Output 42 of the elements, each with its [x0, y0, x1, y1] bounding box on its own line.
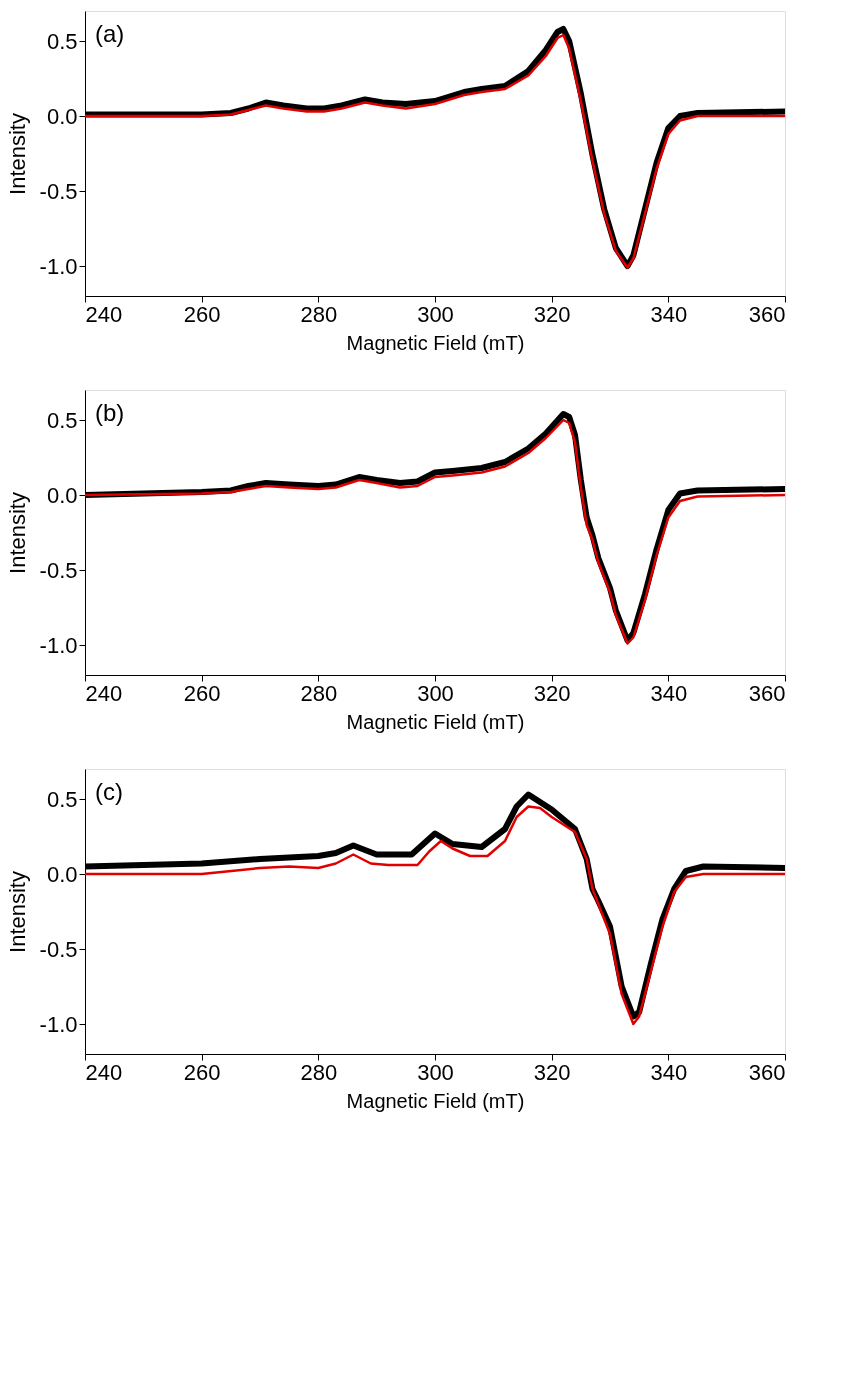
- y-tick-label: -1.0: [39, 1011, 78, 1037]
- x-tick-label: 360: [748, 680, 786, 706]
- y-tick-label: -0.5: [39, 936, 78, 962]
- y-tick-label: 0.5: [46, 407, 78, 433]
- x-tick-label: 300: [417, 680, 454, 706]
- x-tick-label: 260: [183, 301, 221, 327]
- x-tick-label: 280: [300, 680, 338, 706]
- x-tick-label: 320: [533, 680, 571, 706]
- x-axis-title: Magnetic Field (mT): [346, 1089, 525, 1112]
- x-tick-label: 240: [85, 301, 123, 327]
- y-tick-label: -1.0: [39, 253, 78, 279]
- x-tick-label: 340: [650, 301, 688, 327]
- annotation: (b): [95, 399, 125, 426]
- x-tick-label: 240: [85, 1059, 123, 1085]
- y-tick-label: -0.5: [39, 178, 78, 204]
- x-tick-label: 320: [533, 301, 571, 327]
- y-tick-label: 0.0: [46, 103, 78, 129]
- x-tick-label: 300: [417, 1059, 454, 1085]
- x-tick-label: 360: [748, 301, 786, 327]
- x-tick-label: 320: [533, 1059, 571, 1085]
- annotation: (c): [95, 778, 123, 805]
- annotation: (a): [95, 20, 125, 47]
- x-tick-label: 240: [85, 680, 123, 706]
- y-axis-title: Intensity: [4, 113, 30, 195]
- x-tick-label: 300: [417, 301, 454, 327]
- y-tick-label: 0.5: [46, 28, 78, 54]
- y-tick-label: -0.5: [39, 557, 78, 583]
- y-tick-label: 0.5: [46, 786, 78, 812]
- x-tick-label: 340: [650, 680, 688, 706]
- y-tick-label: 0.0: [46, 861, 78, 887]
- x-tick-label: 260: [183, 680, 221, 706]
- y-tick-label: 0.0: [46, 482, 78, 508]
- y-tick-label: -1.0: [39, 632, 78, 658]
- x-tick-label: 360: [748, 1059, 786, 1085]
- x-tick-label: 280: [300, 301, 338, 327]
- y-axis-title: Intensity: [4, 871, 30, 953]
- y-axis-title: Intensity: [4, 492, 30, 574]
- x-axis-title: Magnetic Field (mT): [346, 331, 525, 354]
- x-tick-label: 260: [183, 1059, 221, 1085]
- x-tick-label: 340: [650, 1059, 688, 1085]
- x-tick-label: 280: [300, 1059, 338, 1085]
- x-axis-title: Magnetic Field (mT): [346, 710, 525, 733]
